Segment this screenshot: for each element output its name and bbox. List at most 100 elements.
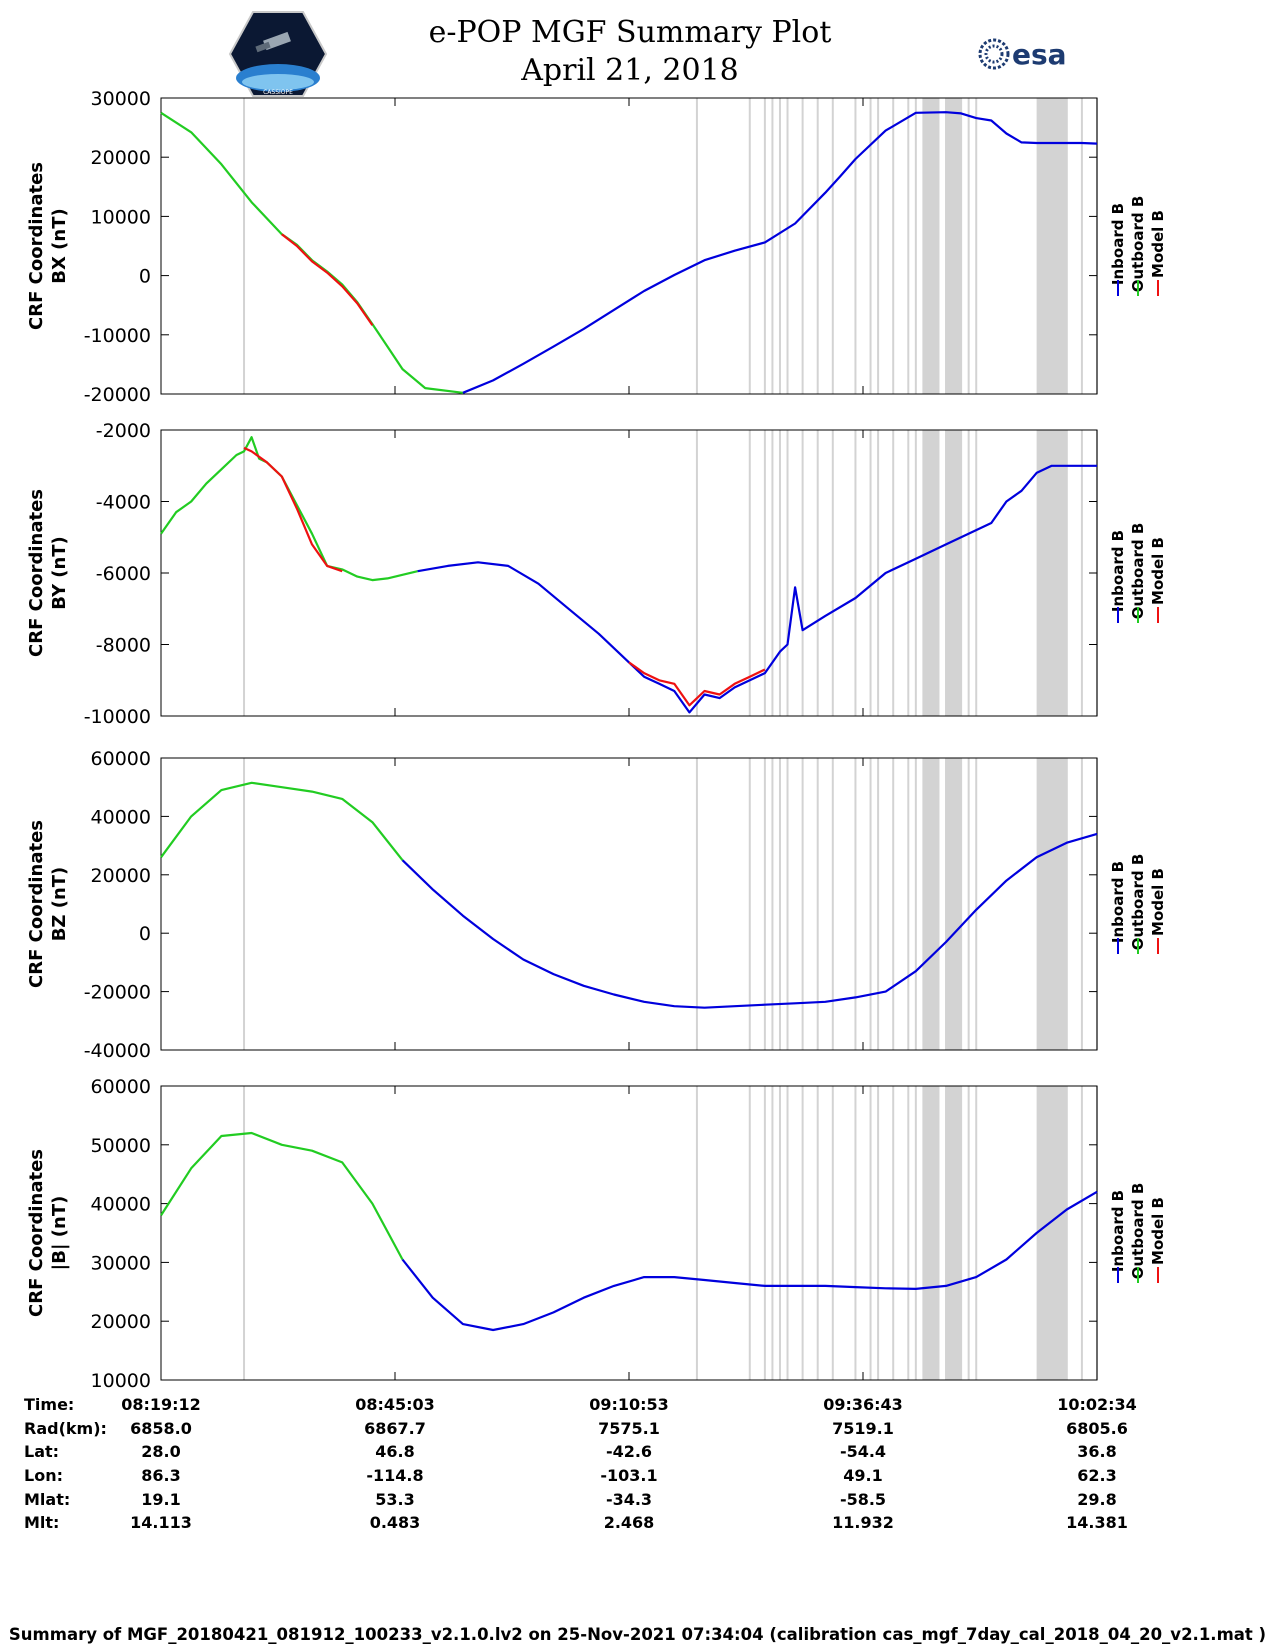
table-cell: 53.3	[375, 1490, 415, 1509]
data-gap-block	[923, 98, 939, 394]
legend-label: Outboard B	[1129, 523, 1147, 620]
table-cell: 86.3	[141, 1466, 181, 1485]
y-tick-label: -6000	[96, 563, 151, 585]
y-tick-label: 50000	[91, 1135, 151, 1157]
legend-label: Outboard B	[1129, 854, 1147, 951]
y-tick-label: 60000	[91, 748, 151, 770]
legend-label: Inboard B	[1109, 861, 1127, 943]
y-tick-label: 20000	[91, 147, 151, 169]
table-cell: -34.3	[605, 1490, 653, 1509]
y-axis-label-line: CRF Coordinates	[26, 162, 47, 330]
table-cell: 19.1	[141, 1490, 181, 1509]
y-tick-label: 0	[139, 266, 151, 288]
table-cell: 09:10:53	[589, 1395, 669, 1414]
legend-label: Model B	[1149, 1197, 1167, 1265]
y-tick-label: -20000	[84, 982, 151, 1004]
table-cell: -58.5	[839, 1490, 887, 1509]
footer-caption: Summary of MGF_20180421_081912_100233_v2…	[8, 1625, 1267, 1644]
panel-3: 60000 40000 20000 0 -20000 -40000 CRF Coordina…	[26, 748, 1167, 1062]
y-tick-label: -2000	[96, 420, 151, 442]
table-cell: 10:02:34	[1057, 1395, 1137, 1414]
series-outboard-b	[160, 111, 464, 394]
series-outboard-b	[160, 1131, 404, 1261]
table-cell: 49.1	[843, 1466, 883, 1485]
table-cell: 08:45:03	[355, 1395, 435, 1414]
data-gap-block	[1036, 430, 1067, 716]
y-tick-label: 40000	[91, 1194, 151, 1216]
data-gap-block	[1036, 758, 1067, 1050]
y-axis-label-line: CRF Coordinates	[26, 1149, 47, 1317]
table-cell: 14.113	[130, 1513, 192, 1532]
table-cell: 62.3	[1077, 1466, 1117, 1485]
y-tick-label: 30000	[91, 1252, 151, 1274]
table-cell: 14.381	[1066, 1513, 1128, 1532]
y-axis-label-line: BX (nT)	[49, 208, 70, 283]
table-row-label: Lat:	[24, 1442, 60, 1461]
legend-label: Inboard B	[1109, 203, 1127, 285]
table-cell: -54.4	[839, 1442, 887, 1461]
table-cell: -103.1	[600, 1466, 658, 1485]
series-outboard-b	[160, 436, 418, 582]
y-axis-label-line: BZ (nT)	[49, 867, 70, 942]
y-axis-label: CRF Coordinates BZ (nT)	[26, 820, 70, 988]
table-row-label: Mlt:	[24, 1513, 60, 1532]
table-row-label: Mlat:	[24, 1490, 71, 1509]
table-cell: 29.8	[1077, 1490, 1117, 1509]
data-gap-block	[923, 430, 939, 716]
y-axis-label: CRF Coordinates |B| (nT)	[26, 1149, 70, 1317]
y-tick-label: 20000	[91, 1311, 151, 1333]
table-cell: 7575.1	[598, 1419, 660, 1438]
y-tick-label: 20000	[91, 865, 151, 887]
table-row-label: Time:	[24, 1395, 75, 1414]
data-gap-block	[923, 758, 939, 1050]
table-cell: 09:36:43	[823, 1395, 903, 1414]
data-gap-block	[923, 1086, 939, 1380]
data-gap-block	[1036, 98, 1067, 394]
y-tick-label: 60000	[91, 1076, 151, 1098]
y-tick-label: 40000	[91, 806, 151, 828]
series-inboard-b	[401, 832, 1098, 1009]
plot-title: e-POP MGF Summary Plot April 21, 2018	[400, 14, 860, 90]
table-cell: 6867.7	[364, 1419, 426, 1438]
y-axis-label-line: CRF Coordinates	[26, 820, 47, 988]
panel-2: -2000 -4000 -6000 -8000 -10000 CRF Coordinate…	[26, 420, 1167, 728]
esa-logo: esa	[978, 38, 1067, 71]
y-tick-label: 30000	[91, 88, 151, 110]
series-outboard-b	[160, 781, 404, 861]
y-tick-label: -10000	[84, 706, 151, 728]
y-tick-label: -20000	[84, 384, 151, 406]
series-inboard-b	[417, 464, 1097, 714]
y-tick-label: 0	[139, 923, 151, 945]
legend-label: Inboard B	[1109, 1190, 1127, 1272]
title-line-2: April 21, 2018	[521, 53, 739, 88]
legend-label: Outboard B	[1129, 1183, 1147, 1280]
data-gap-block	[1036, 1086, 1067, 1380]
legend-label: Model B	[1149, 537, 1167, 605]
series-model-b	[243, 446, 343, 573]
table-cell: -114.8	[366, 1466, 424, 1485]
table-cell: 2.468	[603, 1513, 655, 1532]
panel-4: 60000 50000 40000 30000 20000 10000 CRF Coordi…	[26, 1076, 1167, 1392]
table-cell: 36.8	[1077, 1442, 1117, 1461]
table-cell: 6805.6	[1066, 1419, 1128, 1438]
y-tick-label: -10000	[84, 325, 151, 347]
y-axis-label-line: CRF Coordinates	[26, 489, 47, 657]
table-cell: 11.932	[832, 1513, 894, 1532]
y-tick-label: 10000	[91, 206, 151, 228]
y-axis-label-line: BY (nT)	[49, 536, 70, 610]
table-cell: 46.8	[375, 1442, 415, 1461]
series-model-b	[281, 233, 374, 326]
table-cell: 0.483	[369, 1513, 421, 1532]
y-tick-label: -4000	[96, 492, 151, 514]
y-axis-label: CRF Coordinates BY (nT)	[26, 489, 70, 657]
table-cell: 08:19:12	[121, 1395, 201, 1414]
legend-label: Outboard B	[1129, 196, 1147, 293]
series-inboard-b	[462, 111, 1098, 394]
y-tick-label: -40000	[84, 1040, 151, 1062]
legend-label: Inboard B	[1109, 530, 1127, 612]
table-cell: 6858.0	[130, 1419, 192, 1438]
cassiope-logo-text: CASSIOPE	[263, 89, 293, 96]
table-cell: -42.6	[605, 1442, 653, 1461]
series-model-b	[628, 661, 766, 707]
